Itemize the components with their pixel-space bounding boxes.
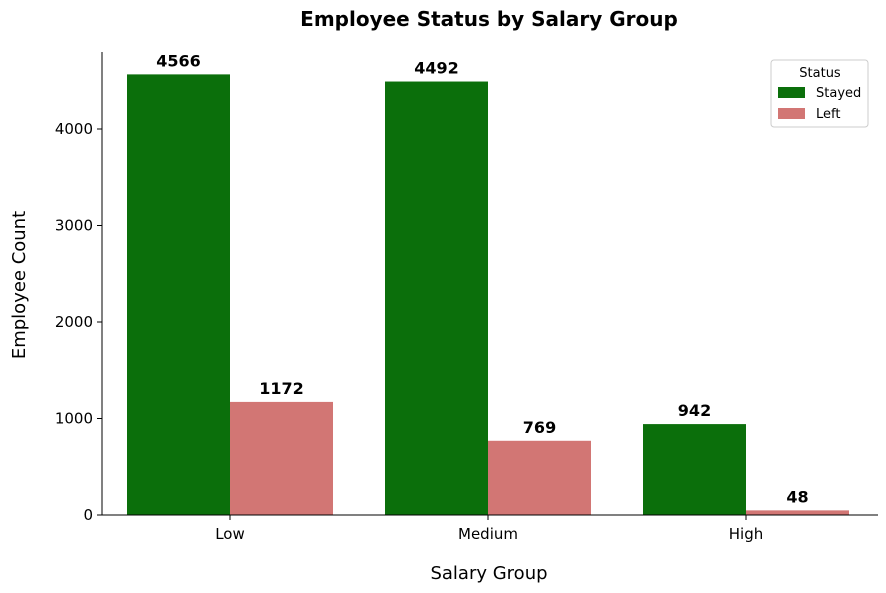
data-label: 4566 [156, 51, 201, 70]
y-tick-label: 1000 [55, 410, 93, 428]
bar-left-medium [488, 440, 591, 515]
x-tick-label: High [729, 525, 763, 543]
legend: Status Stayed Left [770, 59, 869, 128]
bar-stayed-high [643, 424, 746, 515]
y-tick-label: 0 [83, 506, 93, 524]
data-label: 769 [523, 418, 556, 437]
data-label: 942 [678, 401, 711, 420]
bar-stayed-low [127, 74, 230, 515]
x-tick-label: Low [215, 525, 245, 543]
data-label: 48 [786, 487, 808, 506]
legend-label-left: Left [816, 107, 840, 122]
chart-title: Employee Status by Salary Group [300, 7, 678, 31]
bar-stayed-medium [385, 81, 488, 515]
y-tick-label: 4000 [55, 120, 93, 138]
y-tick-label: 2000 [55, 313, 93, 331]
legend-title: Status [799, 66, 841, 81]
legend-swatch-stayed [778, 87, 805, 98]
y-axis-label: Employee Count [9, 211, 30, 359]
data-label: 4492 [414, 59, 459, 78]
legend-swatch-left [778, 108, 805, 119]
x-axis-label: Salary Group [430, 563, 547, 584]
x-tick-label: Medium [458, 525, 518, 543]
data-label: 1172 [259, 379, 304, 398]
y-tick-label: 3000 [55, 217, 93, 235]
plot-area: 4566 4492 942 1172 769 48 0 1000 2000 3000 4000 Low… [55, 51, 878, 543]
bar-left-low [230, 401, 333, 515]
bar-left-high [746, 510, 849, 515]
legend-label-stayed: Stayed [816, 86, 861, 101]
